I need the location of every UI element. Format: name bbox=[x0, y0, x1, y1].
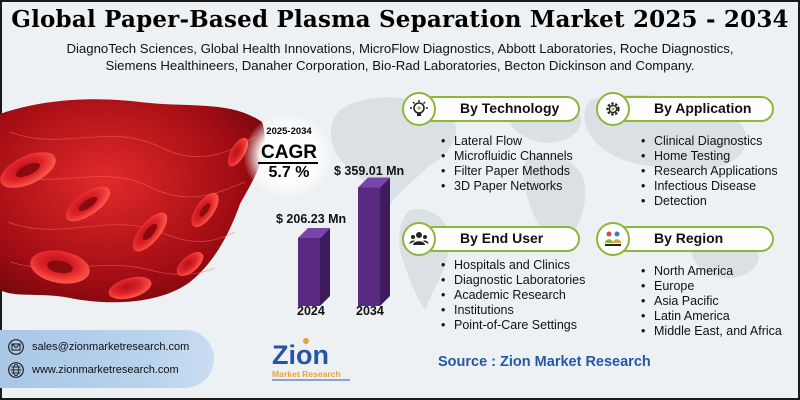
list-item: Latin America bbox=[640, 309, 782, 324]
list-item: Infectious Disease bbox=[640, 179, 778, 194]
website-text[interactable]: www.zionmarketresearch.com bbox=[32, 364, 179, 376]
by-region-title: By Region bbox=[654, 230, 724, 246]
list-item: Institutions bbox=[440, 303, 585, 318]
list-item: Europe bbox=[640, 279, 782, 294]
by-end-user-title: By End User bbox=[460, 230, 544, 246]
email-icon bbox=[8, 339, 24, 355]
cagr-years: 2025-2034 bbox=[266, 126, 312, 137]
year-label-2034: 2034 bbox=[356, 304, 384, 318]
cagr-badge bbox=[244, 114, 332, 198]
gear-icon bbox=[596, 92, 630, 126]
company-list-line-2: Siemens Healthineers, Danaher Corporatio… bbox=[105, 58, 695, 73]
list-item: Diagnostic Laboratories bbox=[440, 273, 585, 288]
by-region-header: By Region bbox=[614, 226, 774, 252]
logo-name: Zion bbox=[272, 340, 329, 370]
market-size-bars bbox=[298, 177, 390, 306]
by-end-user-header: By End User bbox=[420, 226, 580, 252]
list-item: Filter Paper Methods bbox=[440, 164, 573, 179]
email-text[interactable]: sales@zionmarketresearch.com bbox=[32, 341, 190, 353]
by-application-header: By Application bbox=[614, 96, 774, 122]
email-row[interactable]: sales@zionmarketresearch.com bbox=[8, 338, 189, 356]
bar-2034-front bbox=[358, 187, 380, 306]
end-user-list: Hospitals and Clinics Diagnostic Laborat… bbox=[440, 258, 585, 333]
bar-2024-front bbox=[298, 237, 320, 306]
globe-icon bbox=[8, 362, 24, 378]
logo-sub: Market Research bbox=[272, 369, 341, 379]
blood-cells-illustration bbox=[0, 99, 265, 303]
list-item: Academic Research bbox=[440, 288, 585, 303]
page-title: Global Paper-Based Plasma Separation Mar… bbox=[11, 6, 789, 33]
cagr-value: 5.7 % bbox=[268, 164, 310, 181]
bar-2034 bbox=[358, 177, 390, 306]
gear-bulb-icon bbox=[402, 92, 436, 126]
list-item: Hospitals and Clinics bbox=[440, 258, 585, 273]
list-item: Point-of-Care Settings bbox=[440, 318, 585, 333]
list-item: Microfluidic Channels bbox=[440, 149, 573, 164]
application-list: Clinical Diagnostics Home Testing Resear… bbox=[640, 134, 778, 209]
technology-list: Lateral Flow Microfluidic Channels Filte… bbox=[440, 134, 573, 194]
list-item: Research Applications bbox=[640, 164, 778, 179]
list-item: Asia Pacific bbox=[640, 294, 782, 309]
list-item: Detection bbox=[640, 194, 778, 209]
users-icon bbox=[402, 222, 436, 256]
cagr-underline bbox=[258, 162, 318, 164]
company-list: DiagnoTech Sciences, Global Health Innov… bbox=[14, 40, 786, 74]
list-item: 3D Paper Networks bbox=[440, 179, 573, 194]
list-item: Home Testing bbox=[640, 149, 778, 164]
by-technology-header: By Technology bbox=[420, 96, 580, 122]
website-row[interactable]: www.zionmarketresearch.com bbox=[8, 361, 179, 379]
list-item: Middle East, and Africa bbox=[640, 324, 782, 339]
contact-panel: sales@zionmarketresearch.com www.zionmar… bbox=[0, 330, 214, 388]
bar-2024 bbox=[298, 227, 330, 306]
bar-2034-side bbox=[380, 177, 390, 306]
bar-2034-top bbox=[358, 177, 390, 188]
bar-2024-side bbox=[320, 227, 330, 306]
cagr-label: CAGR bbox=[261, 142, 317, 163]
company-list-line-1: DiagnoTech Sciences, Global Health Innov… bbox=[66, 41, 734, 56]
by-technology-title: By Technology bbox=[460, 100, 560, 116]
bar-2024-top bbox=[298, 227, 330, 238]
value-label-2024: $ 206.23 Mn bbox=[276, 212, 347, 226]
value-label-2034: $ 359.01 Mn bbox=[334, 164, 405, 178]
by-application-title: By Application bbox=[654, 100, 752, 116]
list-item: Lateral Flow bbox=[440, 134, 573, 149]
list-item: North America bbox=[640, 264, 782, 279]
year-label-2024: 2024 bbox=[297, 304, 325, 318]
region-people-icon bbox=[596, 222, 630, 256]
source-credit: Source : Zion Market Research bbox=[438, 354, 651, 370]
list-item: Clinical Diagnostics bbox=[640, 134, 778, 149]
region-list: North America Europe Asia Pacific Latin … bbox=[640, 264, 782, 339]
zion-logo: Zion Market Research bbox=[272, 338, 350, 381]
